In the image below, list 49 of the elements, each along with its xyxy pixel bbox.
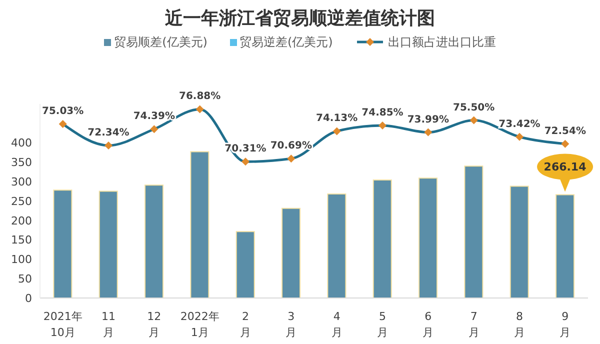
- bar: [144, 184, 164, 298]
- x-tick-label: 4 月: [331, 310, 342, 339]
- bar: [53, 190, 72, 298]
- y-tick-label: 400: [11, 136, 32, 150]
- x-tick-label: 8 月: [514, 310, 525, 339]
- bar: [282, 208, 301, 298]
- bar: [464, 166, 484, 298]
- bar: [556, 194, 575, 298]
- data-label: 76.88%: [179, 91, 221, 102]
- y-tick-label: 150: [11, 234, 32, 247]
- bar: [510, 186, 529, 298]
- x-tick-label: 6 月: [422, 310, 434, 339]
- data-label: 72.34%: [88, 127, 130, 138]
- data-label: 73.42%: [498, 118, 540, 130]
- bar: [190, 151, 210, 298]
- x-tick-label: 11 月: [102, 310, 116, 339]
- chart-title: 近一年浙江省贸易顺逆差值统计图: [164, 7, 436, 31]
- legend-label: 贸易顺差(亿美元): [113, 34, 208, 50]
- y-tick-label: 350: [11, 156, 32, 170]
- bar: [372, 180, 392, 298]
- y-tick-label: 250: [11, 194, 32, 208]
- y-tick-label: 200: [11, 214, 32, 228]
- data-label: 266.14: [544, 160, 587, 174]
- legend-label: 出口额占进出口比重: [386, 34, 496, 50]
- data-label: 74.13%: [316, 113, 358, 124]
- data-label: 70.69%: [270, 140, 312, 152]
- data-label: 73.99%: [407, 114, 449, 126]
- data-label: 74.85%: [362, 107, 404, 118]
- y-tick-label: 0: [25, 292, 32, 305]
- data-label: 74.39%: [133, 111, 175, 122]
- data-label: 75.03%: [42, 106, 84, 118]
- data-label: 75.50%: [453, 102, 495, 114]
- y-tick-label: 50: [18, 272, 32, 286]
- x-tick-label: 3 月: [286, 310, 297, 339]
- x-tick-label: 12 月: [147, 310, 162, 339]
- y-tick-label: 300: [11, 176, 32, 189]
- bar: [236, 231, 255, 298]
- bar: [327, 194, 346, 298]
- data-label: 72.54%: [544, 126, 586, 137]
- x-tick-label: 2022年 1月: [180, 310, 220, 339]
- x-tick-label: 9 月: [560, 310, 571, 339]
- bar: [98, 190, 118, 298]
- x-tick-label: 7 月: [468, 310, 480, 339]
- bar: [418, 178, 438, 298]
- x-tick-label: 2 月: [240, 310, 251, 339]
- legend-label: 贸易逆差(亿美元): [238, 34, 333, 50]
- x-tick-label: 5 月: [377, 310, 388, 339]
- y-tick-label: 100: [11, 253, 32, 266]
- x-tick-label: 2021年 10月: [43, 310, 82, 339]
